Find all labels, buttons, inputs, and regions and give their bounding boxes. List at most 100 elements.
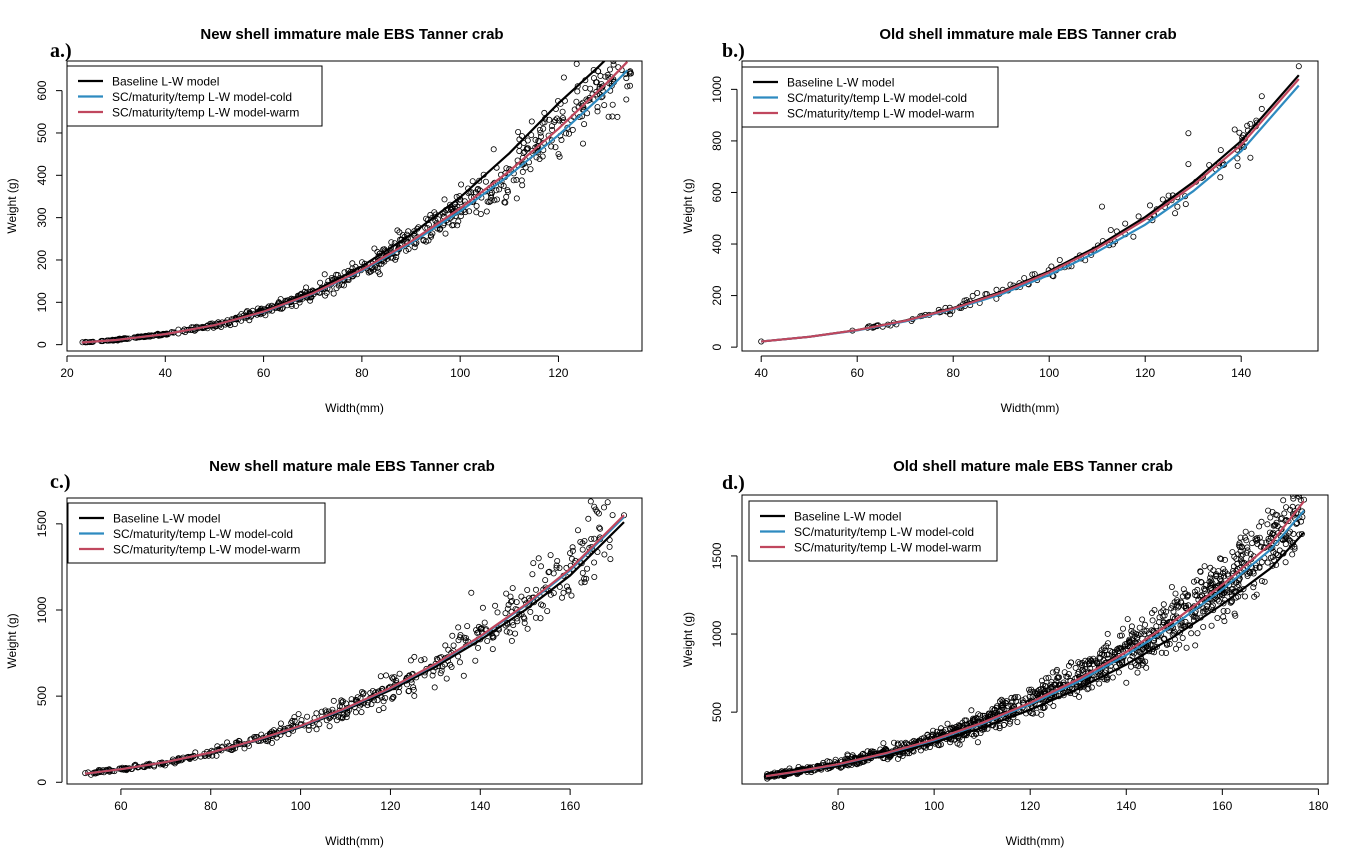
data-point: [1236, 129, 1243, 136]
data-point: [503, 165, 510, 172]
y-axis-title: Weight (g): [5, 178, 19, 233]
data-point: [1074, 671, 1081, 678]
chart-title: Old shell immature male EBS Tanner crab: [879, 26, 1176, 43]
data-point: [441, 196, 448, 203]
data-point: [489, 634, 496, 641]
data-point: [1008, 694, 1015, 701]
data-point: [380, 698, 387, 705]
data-point: [1209, 602, 1216, 609]
data-point: [1218, 556, 1225, 563]
data-point: [591, 535, 598, 542]
data-point: [581, 538, 588, 545]
data-point: [1128, 623, 1135, 630]
model-lines: [84, 514, 625, 775]
data-point: [1258, 578, 1265, 585]
data-point: [1009, 698, 1016, 705]
data-point: [1256, 523, 1263, 530]
data-point: [880, 740, 887, 747]
x-tick-label: 80: [947, 366, 961, 380]
data-point: [510, 177, 517, 184]
data-point: [1234, 155, 1241, 162]
data-point: [1173, 602, 1180, 609]
data-point: [593, 79, 600, 86]
data-point: [552, 144, 559, 151]
data-point: [601, 504, 608, 511]
data-point: [1224, 589, 1231, 596]
data-point: [1208, 604, 1215, 611]
data-point: [1185, 602, 1192, 609]
data-point: [391, 674, 398, 681]
data-point: [998, 706, 1005, 713]
data-point: [1131, 633, 1138, 640]
data-point: [1191, 588, 1198, 595]
y-axis-title: Weight (g): [5, 613, 19, 668]
data-point: [1220, 613, 1227, 620]
plot-frame: [741, 494, 1329, 785]
data-point: [545, 569, 552, 576]
data-point: [472, 189, 479, 196]
data-point: [1247, 121, 1254, 128]
data-point: [594, 108, 601, 115]
data-point: [1168, 619, 1175, 626]
data-point: [1166, 640, 1173, 647]
data-point: [1258, 105, 1265, 112]
data-point: [462, 209, 469, 216]
legend-label: SC/maturity/temp L-W model-warm: [794, 541, 981, 555]
data-point: [1019, 697, 1026, 704]
data-point: [1231, 126, 1238, 133]
data-point: [1231, 610, 1238, 617]
x-tick-label: 140: [470, 799, 490, 813]
data-point: [1298, 531, 1305, 538]
data-point: [556, 565, 563, 572]
data-point: [1097, 650, 1104, 657]
data-point: [1177, 598, 1184, 605]
data-point: [612, 51, 617, 56]
data-point: [605, 53, 610, 58]
data-point: [623, 96, 630, 103]
x-axis-title: Width(mm): [325, 834, 384, 848]
data-point: [1008, 702, 1015, 709]
data-point: [389, 695, 396, 702]
data-point: [968, 707, 975, 714]
data-point: [1269, 508, 1276, 515]
data-point: [1134, 669, 1141, 676]
data-point: [1197, 568, 1204, 575]
data-point: [560, 74, 567, 81]
data-point: [1204, 603, 1211, 610]
data-point: [1170, 608, 1177, 615]
data-point: [1286, 480, 1291, 485]
data-point: [1280, 497, 1287, 504]
data-point: [1163, 650, 1170, 657]
data-point: [1180, 586, 1187, 593]
data-point: [1143, 664, 1150, 671]
data-point: [1128, 663, 1135, 670]
data-point: [541, 119, 548, 126]
data-point: [619, 61, 623, 62]
x-tick-label: 80: [831, 799, 845, 813]
data-point: [1149, 617, 1156, 624]
data-point: [1056, 256, 1063, 263]
data-point: [521, 615, 528, 622]
data-point: [343, 714, 350, 721]
data-point: [1122, 220, 1129, 227]
data-point: [594, 508, 601, 515]
data-point: [1064, 674, 1071, 681]
model-lines: [761, 74, 1300, 343]
data-point: [556, 153, 563, 160]
data-point: [1096, 654, 1103, 661]
data-point: [512, 630, 519, 637]
y-tick-label: 500: [35, 686, 49, 706]
data-point: [1223, 587, 1230, 594]
data-point: [481, 619, 488, 626]
data-point: [304, 713, 311, 720]
data-point: [1222, 556, 1229, 563]
data-point: [539, 602, 546, 609]
data-point: [1103, 667, 1110, 674]
data-point: [476, 177, 483, 184]
x-tick-label: 120: [1020, 799, 1040, 813]
data-point: [1242, 528, 1249, 535]
data-point: [588, 50, 593, 55]
